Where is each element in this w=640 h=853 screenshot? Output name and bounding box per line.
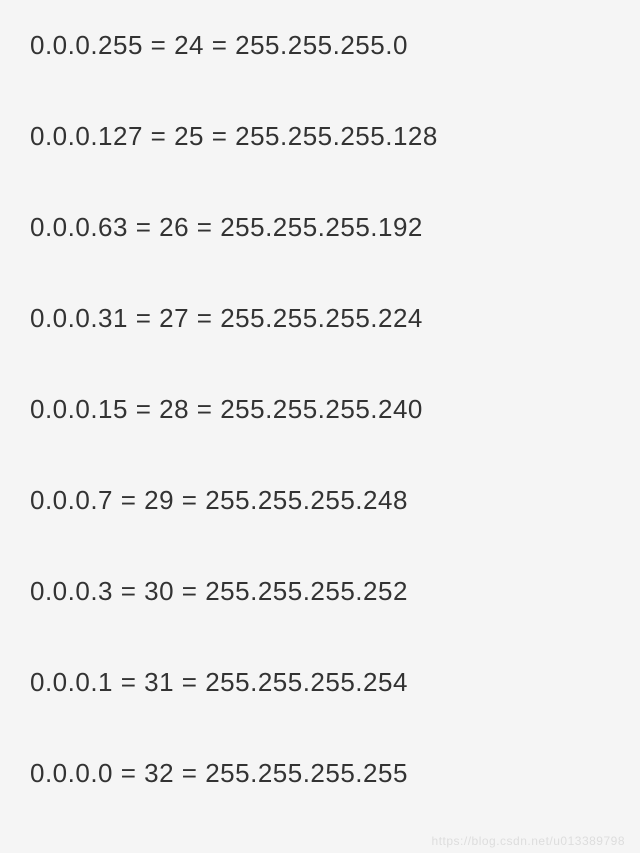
netmask: 255.255.255.248 xyxy=(205,485,408,515)
separator: = xyxy=(143,30,174,60)
netmask: 255.255.255.0 xyxy=(235,30,408,60)
separator: = xyxy=(189,212,220,242)
subnet-line: 0.0.0.127 = 25 = 255.255.255.128 xyxy=(30,121,610,152)
separator: = xyxy=(113,758,144,788)
netmask: 255.255.255.252 xyxy=(205,576,408,606)
netmask: 255.255.255.128 xyxy=(235,121,438,151)
subnet-line: 0.0.0.31 = 27 = 255.255.255.224 xyxy=(30,303,610,334)
cidr-prefix: 30 xyxy=(144,576,174,606)
separator: = xyxy=(174,667,205,697)
cidr-prefix: 31 xyxy=(144,667,174,697)
separator: = xyxy=(128,212,159,242)
cidr-prefix: 28 xyxy=(159,394,189,424)
separator: = xyxy=(204,121,235,151)
cidr-prefix: 24 xyxy=(174,30,204,60)
watermark-text: https://blog.csdn.net/u013389798 xyxy=(432,834,625,848)
subnet-line: 0.0.0.63 = 26 = 255.255.255.192 xyxy=(30,212,610,243)
wildcard-mask: 0.0.0.0 xyxy=(30,758,113,788)
wildcard-mask: 0.0.0.31 xyxy=(30,303,128,333)
wildcard-mask: 0.0.0.127 xyxy=(30,121,143,151)
separator: = xyxy=(128,394,159,424)
separator: = xyxy=(174,485,205,515)
separator: = xyxy=(113,576,144,606)
netmask: 255.255.255.255 xyxy=(205,758,408,788)
cidr-prefix: 32 xyxy=(144,758,174,788)
netmask: 255.255.255.192 xyxy=(220,212,423,242)
wildcard-mask: 0.0.0.3 xyxy=(30,576,113,606)
subnet-line: 0.0.0.15 = 28 = 255.255.255.240 xyxy=(30,394,610,425)
subnet-line: 0.0.0.0 = 32 = 255.255.255.255 xyxy=(30,758,610,789)
separator: = xyxy=(113,667,144,697)
netmask: 255.255.255.240 xyxy=(220,394,423,424)
wildcard-mask: 0.0.0.63 xyxy=(30,212,128,242)
subnet-line: 0.0.0.3 = 30 = 255.255.255.252 xyxy=(30,576,610,607)
netmask: 255.255.255.254 xyxy=(205,667,408,697)
separator: = xyxy=(189,303,220,333)
wildcard-mask: 0.0.0.7 xyxy=(30,485,113,515)
separator: = xyxy=(204,30,235,60)
subnet-line: 0.0.0.7 = 29 = 255.255.255.248 xyxy=(30,485,610,516)
wildcard-mask: 0.0.0.15 xyxy=(30,394,128,424)
separator: = xyxy=(189,394,220,424)
cidr-prefix: 27 xyxy=(159,303,189,333)
subnet-line: 0.0.0.1 = 31 = 255.255.255.254 xyxy=(30,667,610,698)
separator: = xyxy=(113,485,144,515)
separator: = xyxy=(174,758,205,788)
cidr-prefix: 26 xyxy=(159,212,189,242)
netmask: 255.255.255.224 xyxy=(220,303,423,333)
separator: = xyxy=(174,576,205,606)
subnet-line: 0.0.0.255 = 24 = 255.255.255.0 xyxy=(30,30,610,61)
wildcard-mask: 0.0.0.1 xyxy=(30,667,113,697)
separator: = xyxy=(143,121,174,151)
cidr-prefix: 25 xyxy=(174,121,204,151)
cidr-prefix: 29 xyxy=(144,485,174,515)
wildcard-mask: 0.0.0.255 xyxy=(30,30,143,60)
separator: = xyxy=(128,303,159,333)
